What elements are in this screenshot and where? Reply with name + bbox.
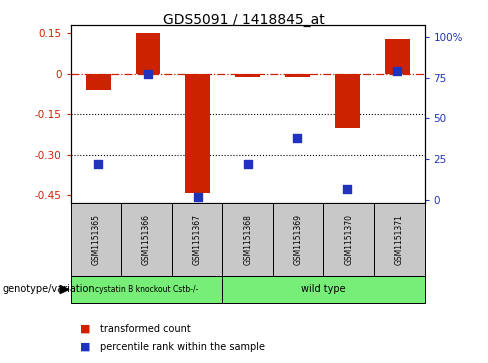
Bar (335, 74, 360, 128)
Point (94, 161, 102, 167)
Bar (86, 74, 111, 90)
Point (194, 194, 202, 200)
Bar (285, 74, 310, 77)
Text: GSM1151370: GSM1151370 (344, 214, 353, 265)
Text: wild type: wild type (301, 285, 346, 294)
Point (393, 68, 401, 74)
Text: GSM1151366: GSM1151366 (142, 214, 151, 265)
Text: genotype/variation: genotype/variation (2, 285, 95, 294)
Text: ■: ■ (80, 323, 91, 334)
Text: GSM1151368: GSM1151368 (243, 214, 252, 265)
Point (344, 186, 351, 192)
Point (294, 135, 302, 141)
Text: GSM1151369: GSM1151369 (294, 214, 303, 265)
Text: GSM1151367: GSM1151367 (193, 214, 202, 265)
Text: transformed count: transformed count (100, 323, 191, 334)
Point (244, 161, 252, 167)
Bar (385, 39, 409, 74)
Text: percentile rank within the sample: percentile rank within the sample (100, 342, 265, 352)
Bar (136, 33, 161, 74)
Point (144, 72, 152, 77)
Text: cystatin B knockout Cstb-/-: cystatin B knockout Cstb-/- (95, 285, 198, 294)
Text: GSM1151371: GSM1151371 (395, 214, 404, 265)
Text: ■: ■ (80, 342, 91, 352)
Bar (235, 74, 260, 77)
Text: GSM1151365: GSM1151365 (92, 214, 101, 265)
Text: GDS5091 / 1418845_at: GDS5091 / 1418845_at (163, 13, 325, 27)
Bar (185, 74, 210, 192)
